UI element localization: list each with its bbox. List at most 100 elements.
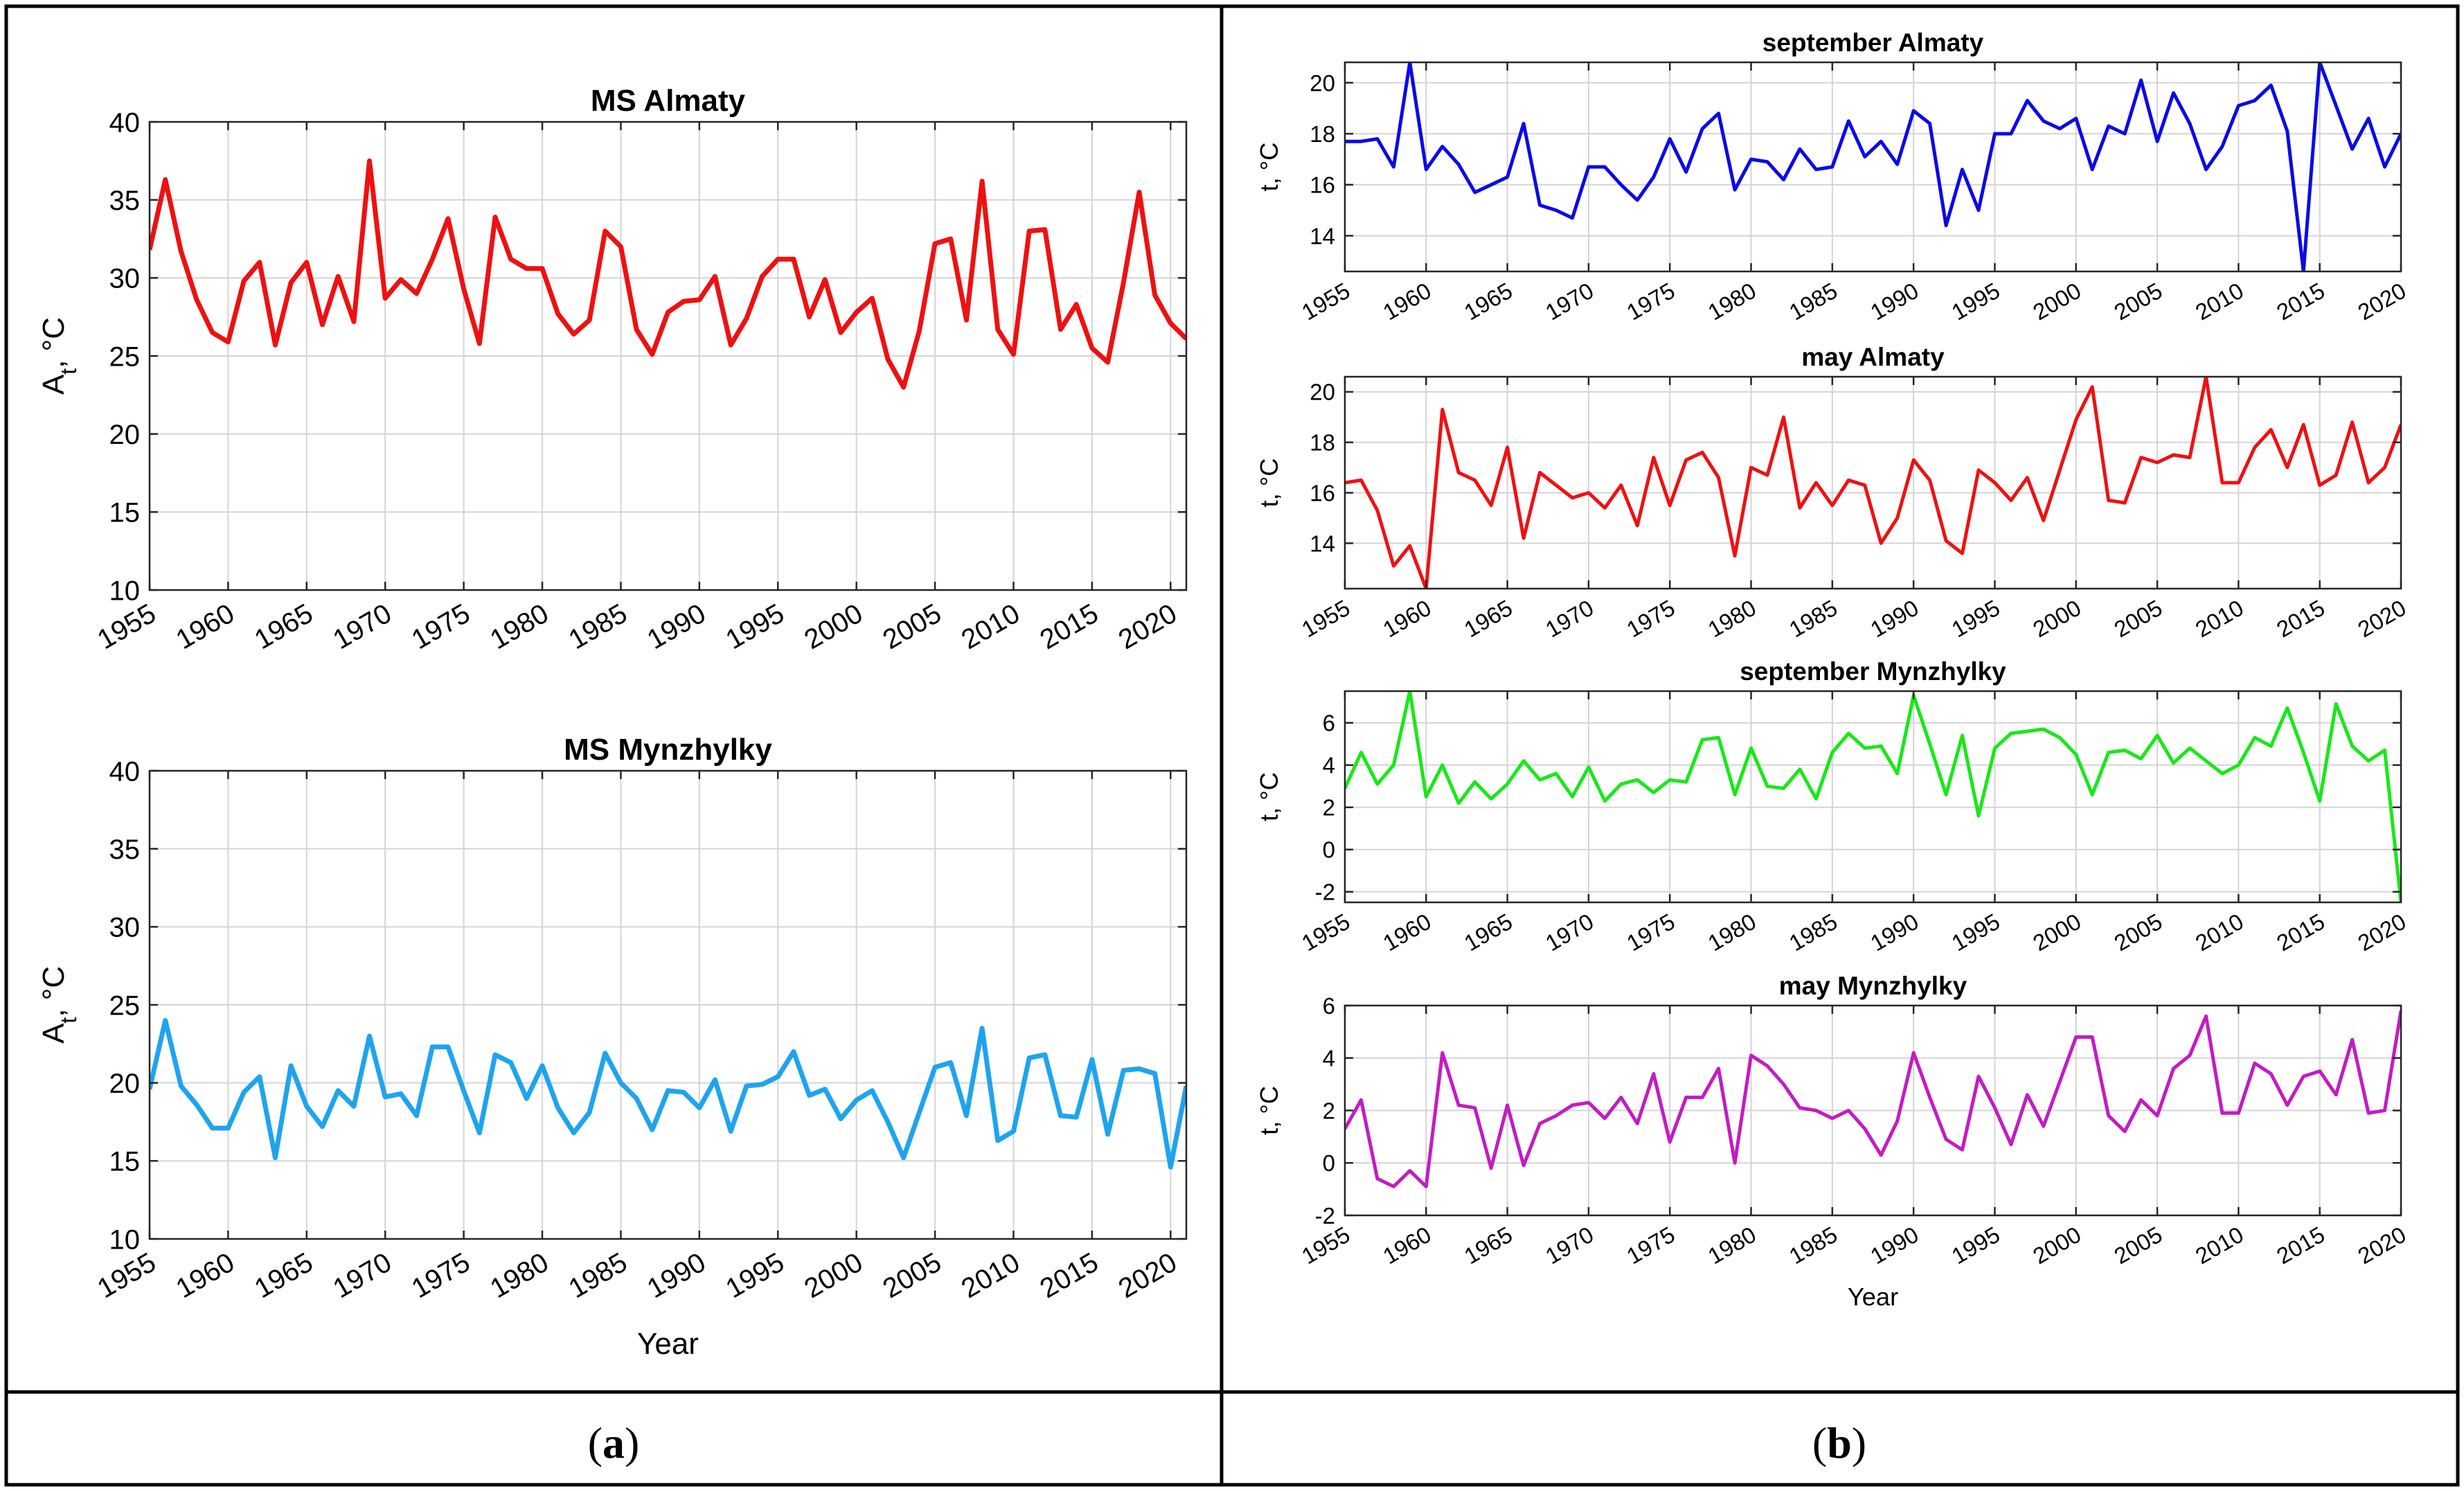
x-tick-label: 2000 <box>799 1247 868 1305</box>
x-tick-label: 1975 <box>407 1247 475 1305</box>
x-tick-label: 1955 <box>1297 909 1354 956</box>
x-tick-label: 1960 <box>1379 1222 1436 1269</box>
y-tick-label: 40 <box>109 756 141 787</box>
x-tick-label: 2010 <box>2191 595 2248 643</box>
axes-box <box>1343 690 2402 904</box>
y-tick-label: 14 <box>1310 530 1335 556</box>
x-tick-label: 1995 <box>1947 595 2004 643</box>
x-tick-label: 1990 <box>1866 278 1922 325</box>
y-axis-label-main: t <box>1255 500 1283 507</box>
x-tick-label: 1970 <box>1541 909 1598 956</box>
y-tick-label: 0 <box>1323 1150 1335 1176</box>
x-axis-label: Year <box>637 1327 699 1361</box>
y-tick-label: -2 <box>1315 880 1335 905</box>
x-tick-label: 1960 <box>1379 595 1436 643</box>
x-tick-label: 2010 <box>2191 278 2248 325</box>
y-tick-label: 0 <box>1323 837 1335 863</box>
x-tick-label: 2010 <box>956 598 1025 656</box>
x-tick-label: 2015 <box>2272 278 2329 325</box>
y-tick-label: 18 <box>1310 121 1335 147</box>
x-tick-label: 1995 <box>1947 278 2004 325</box>
x-tick-label: 1985 <box>564 598 632 656</box>
x-tick-label: 1995 <box>1947 909 2004 956</box>
x-tick-label: 2005 <box>878 1247 947 1305</box>
y-axis-label: At, °C <box>37 966 81 1044</box>
x-tick-label: 1980 <box>1704 909 1760 956</box>
y-axis-label-unit: , °C <box>1255 458 1283 501</box>
y-axis-label-unit: , °C <box>37 317 71 368</box>
x-tick-label: 1975 <box>407 598 475 656</box>
y-axis-label: t, °C <box>1255 772 1283 821</box>
x-tick-label: 1955 <box>92 598 161 656</box>
x-tick-label: 2015 <box>2272 595 2329 643</box>
y-tick-label: 40 <box>109 107 141 138</box>
y-tick-label: 30 <box>109 264 141 294</box>
x-tick-label: 2005 <box>2109 595 2166 643</box>
x-tick-label: 2000 <box>2028 909 2085 956</box>
x-tick-label: 1965 <box>249 598 318 656</box>
y-tick-label: 35 <box>109 186 141 216</box>
y-tick-label: 20 <box>109 420 141 450</box>
x-tick-label: 2010 <box>956 1247 1025 1305</box>
figure-border <box>4 4 2460 1487</box>
chart-title: MS Almaty <box>591 84 746 118</box>
y-tick-label: 20 <box>109 1069 141 1099</box>
x-tick-label: 2005 <box>2109 909 2166 956</box>
x-tick-label: 2010 <box>2191 909 2248 956</box>
x-tick-label: 1980 <box>485 598 553 656</box>
panel-a-letter: a <box>602 1418 625 1467</box>
x-tick-label: 1975 <box>1623 595 1679 643</box>
y-tick-label: 2 <box>1323 795 1335 821</box>
y-tick-label: 20 <box>1310 380 1335 405</box>
y-axis-label-main: t <box>1255 184 1283 191</box>
x-tick-label: 1960 <box>1379 278 1436 325</box>
x-tick-label: 1990 <box>1866 595 1922 643</box>
x-tick-label: 1985 <box>1785 909 1841 956</box>
y-tick-label: 16 <box>1310 172 1335 198</box>
series-line <box>150 158 1186 390</box>
x-tick-label: 1985 <box>1785 595 1841 643</box>
y-tick-label: 10 <box>109 575 141 606</box>
x-tick-label: 1955 <box>1297 278 1354 325</box>
y-axis-label-main: t <box>1255 1128 1283 1135</box>
chart-title: september Almaty <box>1762 28 1984 57</box>
y-tick-label: -2 <box>1315 1203 1335 1229</box>
series-line <box>150 1018 1186 1170</box>
y-tick-label: 20 <box>1310 70 1335 96</box>
x-tick-label: 1960 <box>171 598 240 656</box>
y-axis-label: At, °C <box>37 317 81 395</box>
chart-may_mynzhylky: 1955 1960 1965 1970 1975 1980 1985 1990 1995 2000… <box>1255 972 2410 1311</box>
x-tick-label: 1975 <box>1623 909 1679 956</box>
x-tick-label: 2020 <box>2353 1222 2410 1269</box>
axes-box <box>1343 61 2402 273</box>
x-tick-label: 2005 <box>2109 278 2166 325</box>
x-tick-label: 1980 <box>1704 278 1760 325</box>
chart-ms_mynzhylky: 1955 1960 1965 1970 1975 1980 1985 1990 1995 2000… <box>37 733 1188 1361</box>
x-tick-label: 2000 <box>2028 595 2085 643</box>
chart-title: MS Mynzhylky <box>564 733 772 767</box>
panel-a-caption: (a) <box>588 1418 640 1467</box>
x-tick-label: 1970 <box>1541 278 1598 325</box>
x-tick-label: 2005 <box>878 598 947 656</box>
y-axis-label-subscript: t <box>56 1017 81 1024</box>
y-tick-label: 14 <box>1310 223 1335 249</box>
y-axis-label: t, °C <box>1255 458 1283 508</box>
y-axis-label: t, °C <box>1255 1086 1283 1135</box>
x-tick-label: 1970 <box>1541 595 1598 643</box>
x-tick-label: 1970 <box>328 598 397 656</box>
plot-area <box>1345 62 2401 271</box>
x-tick-label: 1985 <box>1785 278 1841 325</box>
y-tick-label: 4 <box>1323 753 1335 778</box>
x-tick-label: 1995 <box>721 1247 789 1305</box>
x-tick-label: 2015 <box>2272 909 2329 956</box>
y-axis-label-main: A <box>37 1023 71 1044</box>
x-tick-label: 1975 <box>1623 278 1679 325</box>
x-tick-label: 2015 <box>1035 1247 1103 1305</box>
y-tick-label: 15 <box>109 1147 141 1177</box>
y-tick-label: 10 <box>109 1224 141 1255</box>
x-tick-label: 1990 <box>1866 1222 1922 1269</box>
y-axis-label-main: A <box>37 374 71 395</box>
x-tick-label: 2015 <box>2272 1222 2329 1269</box>
y-axis-label-unit: , °C <box>1255 1086 1283 1128</box>
y-tick-label: 30 <box>109 913 141 943</box>
